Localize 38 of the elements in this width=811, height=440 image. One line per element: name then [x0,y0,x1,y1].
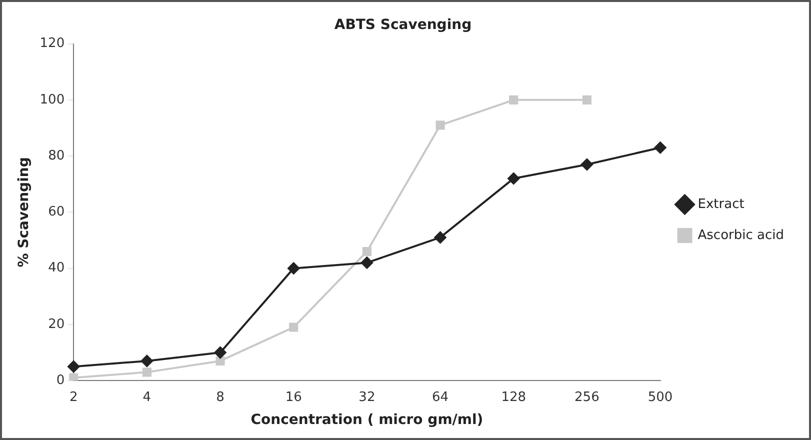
x-tick-label: 128 [501,390,526,405]
point [580,158,593,170]
x-tick-label: 32 [358,390,376,405]
point [289,322,298,332]
point [436,120,445,130]
x-tick-label: 256 [574,390,600,405]
x-tick-label: 8 [216,390,224,405]
legend-label: Ascorbic acid [698,228,784,243]
point [214,346,226,359]
x-tick-label: 64 [432,390,449,405]
point [140,354,153,367]
x-axis-title: Concentration ( micro gm/ml) [250,412,484,428]
point [69,373,78,381]
y-tick-label: 20 [48,316,65,332]
point [360,256,373,269]
y-axis-title: % Scavenging [16,157,32,268]
point [509,95,518,104]
y-tick-label: 80 [48,148,65,164]
legend-label: Extract [698,196,744,212]
y-tick-label: 0 [56,372,65,388]
point [68,360,80,373]
point [142,368,152,377]
x-tick-label: 16 [285,390,302,405]
y-tick-label: 40 [48,260,65,276]
chart-title: ABTS Scavenging [334,17,472,34]
point [288,262,300,274]
x-tick-label: 500 [648,390,673,405]
point [362,246,372,256]
x-tick-label: 2 [69,390,78,405]
y-tick-label: 60 [48,204,65,220]
point [654,142,666,154]
y-tick-label: 120 [40,36,65,52]
x-tick-label: 4 [142,390,152,405]
y-tick-label: 100 [40,92,65,108]
point [508,172,520,185]
point [582,95,592,104]
point [216,356,225,366]
point [434,231,446,244]
